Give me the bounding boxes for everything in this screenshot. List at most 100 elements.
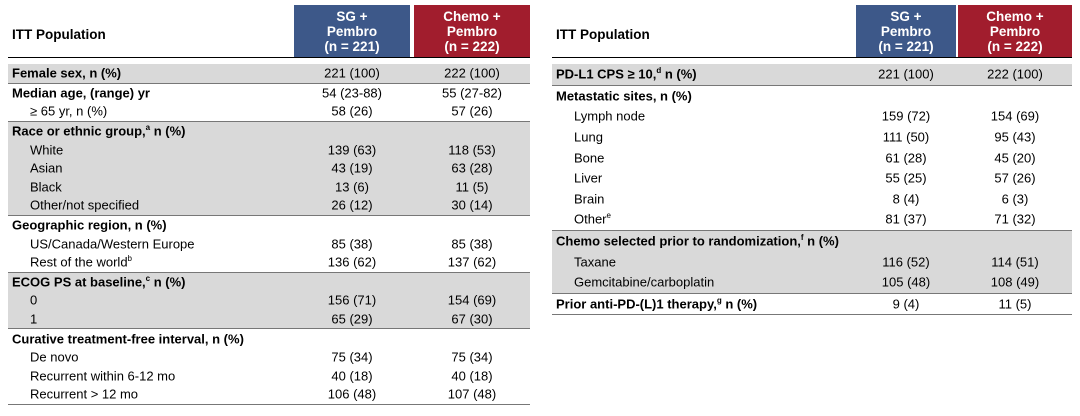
- row: Black 13 (6) 11 (5): [8, 178, 530, 197]
- column-header: Chemo + Pembro (n = 222): [958, 5, 1072, 57]
- label-text: Chemo selected prior to randomization,: [556, 233, 801, 249]
- row: Brain 8 (4) 6 (3): [552, 189, 1072, 210]
- table-header: ITT Population SG + Pembro (n = 221) Chemo +…: [8, 5, 530, 58]
- table: ITT Population SG + Pembro (n = 221) Chemo +…: [8, 5, 530, 405]
- label-text: Recurrent within 6-12 mo: [30, 368, 176, 384]
- row-label: ECOG PS at baseline,c n (%): [12, 274, 186, 289]
- column-header-line: SG +: [336, 8, 368, 24]
- row-label: De novo: [30, 350, 78, 365]
- cell-value: 6 (3): [1001, 191, 1029, 207]
- row-label: Liver: [574, 171, 602, 186]
- header-cell: ITT Population: [12, 27, 106, 42]
- row: PD-L1 CPS ≥ 10,d n (%) 221 (100) 222 (100): [552, 64, 1072, 85]
- label-text: ECOG PS at baseline,: [12, 274, 146, 290]
- footnote-marker: a: [145, 123, 151, 133]
- cell-value: 139 (63): [327, 142, 377, 158]
- label-text: Geographic region, n (%): [12, 217, 167, 233]
- cell-value: 118 (53): [448, 142, 496, 158]
- label-text: Asian: [30, 160, 63, 176]
- cell-value: 116 (52): [882, 254, 930, 270]
- label-text: Taxane: [574, 254, 616, 270]
- cell-value: 75 (34): [451, 349, 493, 365]
- row-label: Asian: [30, 161, 63, 176]
- column-header-line: Pembro: [326, 23, 378, 39]
- row-group: Median age, (range) yr 54 (23-88) 55 (27-8…: [8, 84, 530, 122]
- label-text: n (%): [803, 233, 839, 249]
- cell-value: 105 (48): [881, 274, 931, 290]
- row-label: Other/not specified: [30, 198, 139, 213]
- row-label: Bone: [574, 150, 604, 165]
- label-text: Median age, (range) yr: [12, 85, 150, 101]
- row: Metastatic sites, n (%): [552, 86, 1072, 107]
- cell-value: 154 (69): [990, 108, 1040, 124]
- footnote-marker: g: [716, 296, 722, 305]
- label-text: n (%): [661, 66, 697, 82]
- row: Recurrent within 6-12 mo 40 (18) 40 (18): [8, 367, 530, 386]
- header-cell: ITT Population: [556, 27, 650, 42]
- row: White 139 (63) 118 (53): [8, 140, 530, 159]
- row-label: Gemcitabine/carboplatin: [574, 275, 714, 290]
- row: Chemo selected prior to randomization,f …: [552, 231, 1072, 252]
- cell-value: 222 (100): [444, 65, 500, 81]
- column-header-line: Pembro: [989, 23, 1041, 39]
- label-text: Lung: [574, 129, 603, 145]
- cell-value: 159 (72): [881, 108, 931, 124]
- label-text: n (%): [150, 123, 186, 139]
- row: Recurrent > 12 mo 106 (48) 107 (48): [8, 385, 530, 404]
- row-group: PD-L1 CPS ≥ 10,d n (%) 221 (100) 222 (100): [552, 64, 1072, 86]
- row-label: US/Canada/Western Europe: [30, 236, 195, 251]
- row: Othere 81 (37) 71 (32): [552, 209, 1072, 230]
- cell-value: 11 (5): [455, 179, 489, 195]
- cell-value: 57 (26): [451, 103, 493, 119]
- label-text: Race or ethnic group,: [12, 123, 146, 139]
- row-group: Metastatic sites, n (%) Lymph node 159 (72…: [552, 86, 1072, 231]
- label-text: Metastatic sites, n (%): [556, 88, 692, 104]
- cell-value: 221 (100): [878, 66, 934, 82]
- footnote-marker: e: [606, 211, 611, 221]
- row-label: Lymph node: [574, 109, 645, 124]
- cell-value: 106 (48): [327, 386, 377, 402]
- cell-value: 30 (14): [451, 197, 493, 213]
- column-header-line: Chemo +: [443, 8, 501, 24]
- cell-value: 111 (50): [882, 129, 930, 145]
- cell-value: 58 (26): [331, 103, 373, 119]
- cell-value: 67 (30): [451, 311, 493, 327]
- cell-value: 40 (18): [331, 368, 373, 384]
- cell-value: 85 (38): [331, 236, 373, 252]
- cell-value: 108 (49): [990, 274, 1040, 290]
- row: Liver 55 (25) 57 (26): [552, 168, 1072, 189]
- cell-value: 114 (51): [991, 254, 1039, 270]
- row: US/Canada/Western Europe 85 (38) 85 (38): [8, 234, 530, 253]
- row: Lung 111 (50) 95 (43): [552, 127, 1072, 148]
- cell-value: 11 (5): [998, 296, 1032, 312]
- label-text: Black: [30, 179, 62, 195]
- cell-value: 61 (28): [885, 150, 927, 166]
- column-header-line: SG +: [890, 8, 922, 24]
- row-label: Prior anti-PD-(L)1 therapy,g n (%): [556, 296, 757, 311]
- column-header: Chemo + Pembro (n = 222): [414, 5, 530, 57]
- table-header: ITT Population SG + Pembro (n = 221) Chemo +…: [552, 5, 1072, 58]
- row-label: Taxane: [574, 254, 616, 269]
- row-label: Metastatic sites, n (%): [556, 88, 692, 103]
- label-text: Liver: [574, 170, 603, 186]
- row-label: Curative treatment-free interval, n (%): [12, 331, 244, 346]
- row: Prior anti-PD-(L)1 therapy,g n (%) 9 (4) 1…: [552, 294, 1072, 315]
- cell-value: 9 (4): [892, 296, 920, 312]
- header-label: ITT Population: [12, 27, 106, 42]
- label-text: Rest of the world: [30, 254, 128, 270]
- cell-value: 65 (29): [331, 311, 373, 327]
- column-header-line: (n = 222): [444, 38, 500, 54]
- row: 1 65 (29) 67 (30): [8, 310, 530, 329]
- cell-value: 81 (37): [885, 211, 927, 227]
- row: De novo 75 (34) 75 (34): [8, 348, 530, 367]
- column-header-line: Chemo +: [986, 8, 1044, 24]
- label-text: US/Canada/Western Europe: [30, 236, 195, 252]
- row-label: Othere: [574, 212, 611, 227]
- row-label: Recurrent > 12 mo: [30, 387, 138, 402]
- footnote-marker: d: [656, 66, 662, 76]
- row-group: Geographic region, n (%) US/Canada/Wester…: [8, 216, 530, 273]
- cell-value: 8 (4): [892, 191, 920, 207]
- cell-value: 63 (28): [451, 160, 493, 176]
- row-label: 0: [30, 293, 37, 308]
